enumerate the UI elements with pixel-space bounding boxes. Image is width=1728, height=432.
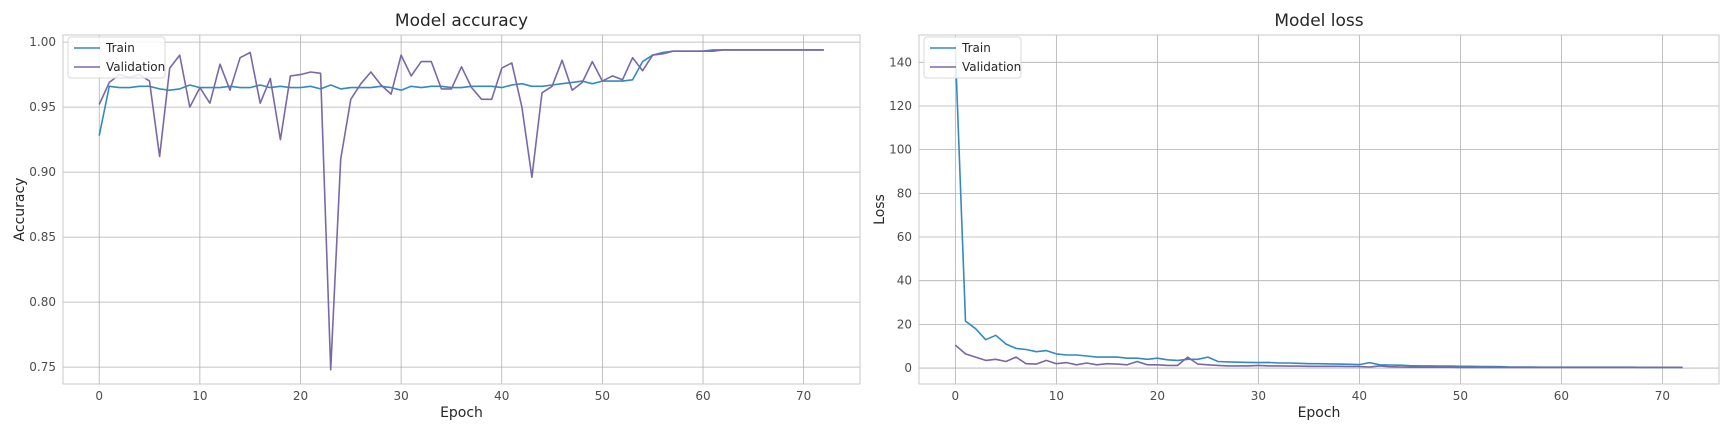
loss-y-tick-label: 0	[904, 361, 912, 375]
accuracy-legend: Train Validation	[67, 36, 166, 79]
loss-x-tick-label: 60	[1554, 389, 1569, 403]
loss-legend: Train Validation	[923, 36, 1022, 79]
loss-y-tick-label: 20	[897, 317, 912, 331]
loss-validation-line	[954, 344, 1683, 369]
loss-y-tick-label: 100	[889, 143, 912, 157]
loss-y-tick-label: 140	[889, 55, 912, 69]
loss-y-tick-label: 80	[897, 186, 912, 200]
loss-y-axis-label: Loss	[872, 194, 888, 225]
loss-chart: 0 10 20 30 40 50 60 70 0 20 40 60 80 100 120 140 Model …	[872, 11, 1720, 421]
accuracy-y-tick-label: 1.00	[29, 35, 56, 49]
loss-x-tick-label: 30	[1251, 389, 1266, 403]
accuracy-x-tick-label: 60	[695, 389, 710, 403]
accuracy-x-tick-label: 50	[595, 389, 610, 403]
loss-y-tick-label: 60	[897, 230, 912, 244]
loss-legend-label-train: Train	[961, 41, 991, 55]
accuracy-x-axis-label: Epoch	[440, 405, 483, 421]
accuracy-y-axis-label: Accuracy	[12, 178, 28, 242]
accuracy-y-tick-label: 0.85	[29, 230, 56, 244]
accuracy-x-tick-label: 10	[192, 389, 207, 403]
accuracy-y-tick-label: 0.75	[29, 360, 56, 374]
accuracy-x-tick-label: 0	[95, 389, 103, 403]
loss-train-line	[954, 51, 1683, 369]
accuracy-legend-label-train: Train	[105, 41, 135, 55]
accuracy-plot-frame	[62, 34, 861, 385]
accuracy-chart-title: Model accuracy	[395, 11, 528, 31]
loss-chart-title: Model loss	[1274, 11, 1363, 31]
loss-x-tick-label: 70	[1655, 389, 1670, 403]
loss-plot-frame	[918, 34, 1720, 385]
loss-x-tick-label: 50	[1453, 389, 1468, 403]
accuracy-chart: 0 10 20 30 40 50 60 700.750.800.850.900.951.00 …	[12, 11, 861, 421]
loss-x-axis-label: Epoch	[1298, 405, 1341, 421]
accuracy-x-tick-label: 20	[293, 389, 308, 403]
accuracy-y-tick-label: 0.90	[29, 165, 56, 179]
accuracy-train-line	[98, 49, 824, 136]
loss-legend-label-validation: Validation	[962, 60, 1021, 74]
loss-x-tick-label: 20	[1150, 389, 1165, 403]
accuracy-x-tick-label: 30	[393, 389, 408, 403]
loss-y-tick-label: 40	[897, 274, 912, 288]
accuracy-x-tick-label: 40	[494, 389, 509, 403]
loss-x-tick-label: 10	[1049, 389, 1064, 403]
accuracy-validation-line	[98, 49, 824, 371]
accuracy-y-tick-label: 0.80	[29, 295, 56, 309]
accuracy-legend-label-validation: Validation	[106, 60, 165, 74]
accuracy-y-tick-label: 0.95	[29, 100, 56, 114]
accuracy-x-tick-label: 70	[796, 389, 811, 403]
loss-y-tick-label: 120	[889, 99, 912, 113]
loss-x-tick-label: 40	[1352, 389, 1367, 403]
loss-x-tick-label: 0	[952, 389, 960, 403]
